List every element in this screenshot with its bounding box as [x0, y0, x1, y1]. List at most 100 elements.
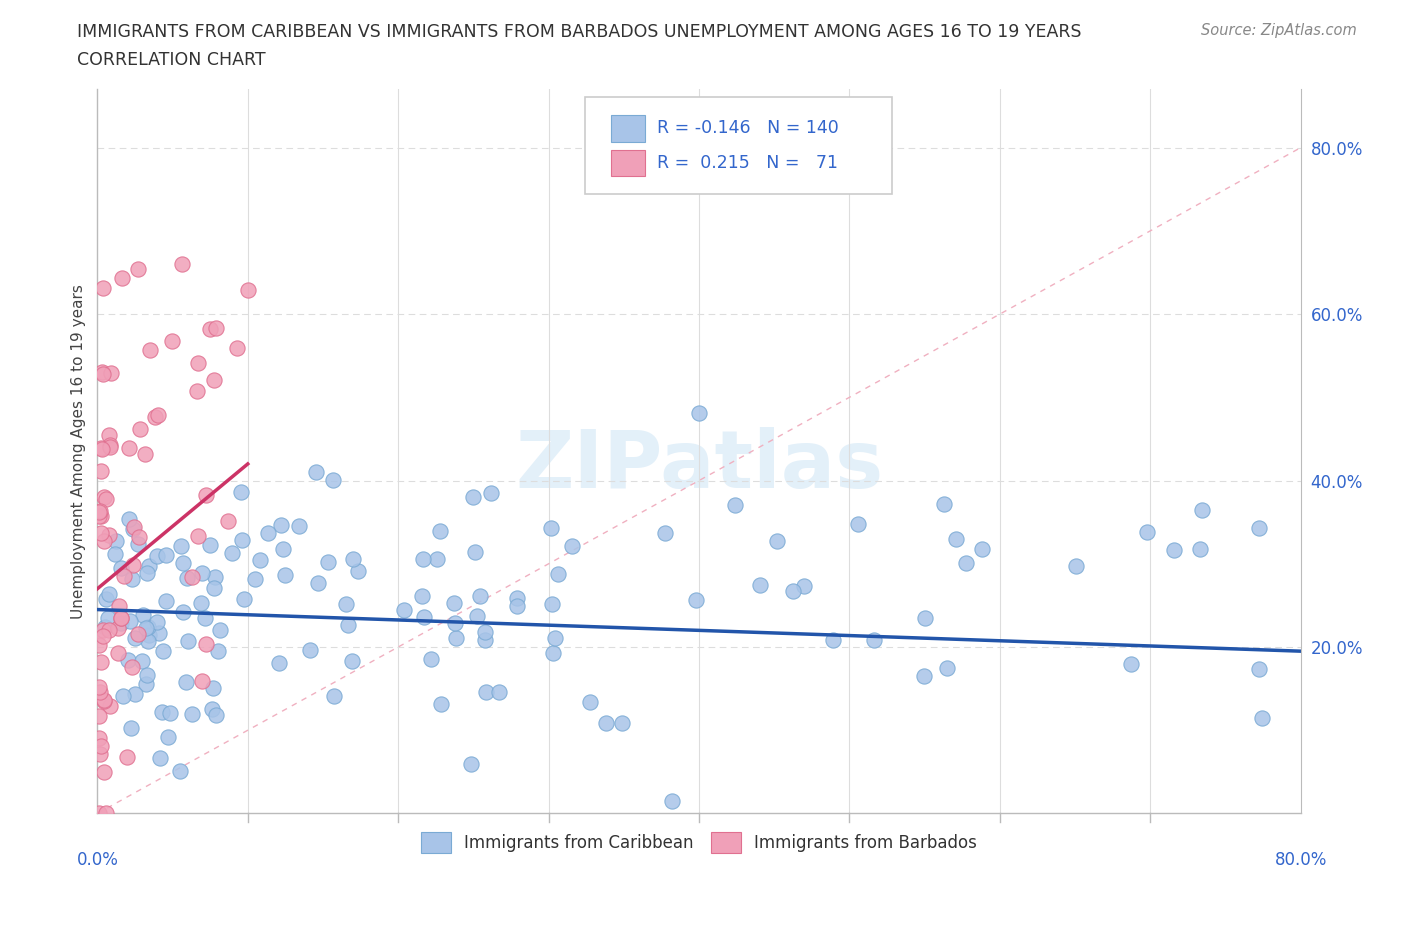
Point	[134, 446, 156, 461]
Point	[100, 698, 122, 713]
Point	[132, 607, 155, 622]
Point	[488, 685, 510, 700]
Point	[187, 528, 209, 543]
Point	[288, 519, 311, 534]
Point	[127, 626, 149, 641]
Point	[945, 532, 967, 547]
Point	[127, 537, 149, 551]
Point	[463, 489, 485, 504]
Point	[209, 622, 232, 637]
Point	[257, 525, 280, 540]
Point	[1121, 656, 1143, 671]
Point	[124, 519, 146, 534]
Point	[561, 538, 583, 553]
Point	[579, 694, 602, 709]
Point	[1163, 542, 1185, 557]
Point	[226, 340, 249, 355]
Point	[97, 428, 120, 443]
Point	[543, 631, 565, 645]
Point	[91, 366, 114, 381]
Point	[107, 645, 129, 660]
Point	[121, 659, 143, 674]
Point	[191, 673, 214, 688]
Point	[221, 545, 243, 560]
Point	[104, 547, 127, 562]
Point	[170, 538, 193, 553]
Point	[87, 680, 110, 695]
Point	[129, 422, 152, 437]
Point	[148, 407, 170, 422]
Point	[155, 593, 177, 608]
Point	[90, 525, 112, 540]
FancyBboxPatch shape	[612, 115, 645, 141]
Point	[766, 533, 789, 548]
Point	[541, 645, 564, 660]
Point	[955, 556, 977, 571]
Point	[316, 554, 339, 569]
Point	[419, 652, 441, 667]
Point	[443, 596, 465, 611]
Point	[93, 694, 115, 709]
Point	[136, 565, 159, 580]
Point	[93, 489, 115, 504]
Point	[233, 591, 256, 606]
Point	[100, 437, 122, 452]
Point	[190, 595, 212, 610]
Point	[270, 517, 292, 532]
Point	[89, 684, 111, 699]
Point	[138, 628, 160, 643]
Point	[155, 548, 177, 563]
Point	[90, 442, 112, 457]
Point	[307, 576, 329, 591]
Point	[444, 631, 467, 646]
Point	[127, 262, 149, 277]
Point	[87, 638, 110, 653]
Point	[936, 660, 959, 675]
Point	[190, 565, 212, 580]
Point	[194, 487, 217, 502]
Point	[104, 534, 127, 549]
Point	[87, 731, 110, 746]
FancyBboxPatch shape	[585, 97, 891, 194]
Point	[1136, 525, 1159, 539]
Point	[661, 793, 683, 808]
Point	[172, 257, 194, 272]
Point	[110, 616, 132, 631]
Point	[117, 750, 139, 764]
Point	[139, 342, 162, 357]
Point	[97, 610, 120, 625]
Point	[429, 524, 451, 538]
Point	[186, 355, 208, 370]
Point	[108, 598, 131, 613]
Point	[198, 538, 221, 552]
Point	[914, 610, 936, 625]
Point	[131, 653, 153, 668]
Point	[138, 559, 160, 574]
Point	[863, 632, 886, 647]
Point	[98, 439, 121, 454]
Point	[93, 534, 115, 549]
Point	[94, 619, 117, 634]
Point	[169, 764, 191, 778]
Point	[748, 578, 770, 593]
Point	[474, 625, 496, 640]
Point	[688, 405, 710, 420]
Point	[146, 549, 169, 564]
Point	[90, 654, 112, 669]
Point	[610, 716, 633, 731]
Point	[143, 409, 166, 424]
Point	[972, 541, 994, 556]
Point	[117, 652, 139, 667]
Point	[195, 636, 218, 651]
Point	[547, 566, 569, 581]
Point	[89, 746, 111, 761]
Point	[411, 589, 433, 604]
Point	[120, 613, 142, 628]
Point	[94, 591, 117, 606]
Point	[782, 584, 804, 599]
Point	[136, 668, 159, 683]
Point	[90, 463, 112, 478]
Text: 80.0%: 80.0%	[1274, 851, 1327, 869]
Point	[793, 578, 815, 593]
Point	[160, 334, 183, 349]
